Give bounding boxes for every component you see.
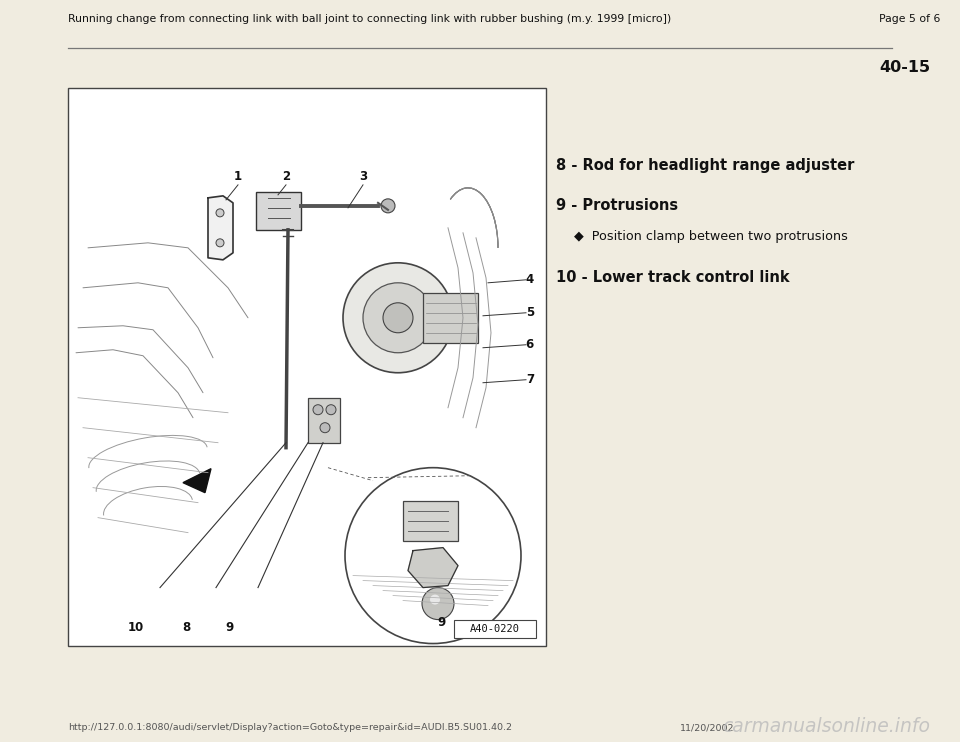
- Text: Page 5 of 6: Page 5 of 6: [878, 14, 940, 24]
- Bar: [403, 501, 458, 541]
- Text: 10 - Lower track control link: 10 - Lower track control link: [556, 270, 790, 285]
- Bar: [256, 192, 301, 230]
- Text: ◆  Position clamp between two protrusions: ◆ Position clamp between two protrusions: [574, 230, 848, 243]
- Text: Running change from connecting link with ball joint to connecting link with rubb: Running change from connecting link with…: [68, 14, 671, 24]
- Text: 8 - Rod for headlight range adjuster: 8 - Rod for headlight range adjuster: [556, 158, 854, 173]
- Polygon shape: [408, 548, 458, 588]
- Bar: [68, 88, 546, 646]
- Circle shape: [381, 199, 395, 213]
- Text: http://127.0.0.1:8080/audi/servlet/Display?action=Goto&type=repair&id=AUDI.B5.SU: http://127.0.0.1:8080/audi/servlet/Displ…: [68, 723, 512, 732]
- Text: 9: 9: [437, 616, 445, 628]
- Text: 5: 5: [526, 306, 534, 319]
- Text: 9 - Protrusions: 9 - Protrusions: [556, 198, 678, 213]
- Circle shape: [326, 404, 336, 415]
- Text: 1: 1: [234, 170, 242, 183]
- Bar: [308, 398, 340, 443]
- Text: 40-15: 40-15: [878, 60, 930, 75]
- Text: 7: 7: [526, 373, 534, 387]
- Text: 10: 10: [128, 620, 144, 634]
- Circle shape: [345, 467, 521, 643]
- Circle shape: [313, 404, 323, 415]
- Text: A40-0220: A40-0220: [470, 623, 520, 634]
- Circle shape: [216, 209, 224, 217]
- Bar: [454, 620, 536, 637]
- Text: 8: 8: [181, 620, 190, 634]
- Text: 9: 9: [226, 620, 234, 634]
- Polygon shape: [208, 196, 233, 260]
- Circle shape: [320, 423, 330, 433]
- Bar: [423, 293, 478, 343]
- Circle shape: [216, 239, 224, 247]
- Text: carmanualsonline.info: carmanualsonline.info: [722, 718, 930, 737]
- Text: 2: 2: [282, 170, 290, 183]
- Circle shape: [343, 263, 453, 372]
- Circle shape: [430, 594, 440, 605]
- Text: 11/20/2002: 11/20/2002: [680, 723, 734, 732]
- Text: 4: 4: [526, 273, 534, 286]
- Polygon shape: [183, 469, 211, 493]
- Circle shape: [363, 283, 433, 352]
- Text: 6: 6: [526, 338, 534, 351]
- Circle shape: [422, 588, 454, 620]
- Text: 3: 3: [359, 170, 367, 183]
- Circle shape: [383, 303, 413, 332]
